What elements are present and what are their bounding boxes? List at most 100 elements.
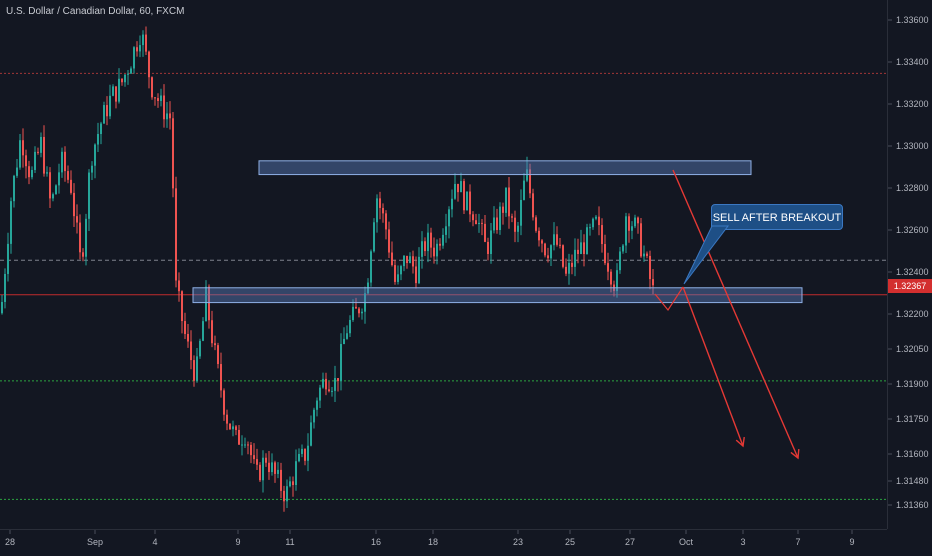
time-tick-label: 4 bbox=[152, 537, 157, 547]
candle-body bbox=[376, 198, 378, 223]
candle-body bbox=[55, 185, 57, 195]
candle-body bbox=[277, 469, 279, 474]
candle-body bbox=[7, 243, 9, 274]
candle-body bbox=[127, 73, 129, 75]
candle-body bbox=[64, 151, 66, 172]
candle-body bbox=[553, 234, 555, 246]
candle-body bbox=[451, 198, 453, 210]
candle-body bbox=[529, 169, 531, 194]
candle-body bbox=[205, 286, 207, 322]
candle-body bbox=[439, 243, 441, 246]
candle-body bbox=[403, 255, 405, 267]
time-axis[interactable]: 28 Sep 4 9 11 16 18 23 25 27 Oct 3 7 9 bbox=[0, 529, 887, 551]
candle-body bbox=[334, 378, 336, 391]
candle-body bbox=[292, 481, 294, 485]
candle-body bbox=[436, 243, 438, 257]
time-tick-label: 27 bbox=[625, 537, 635, 547]
candle-body bbox=[562, 245, 564, 267]
candle-body bbox=[196, 356, 198, 381]
candle-body bbox=[547, 255, 549, 259]
candle-body bbox=[445, 226, 447, 235]
candle-body bbox=[418, 256, 420, 284]
candle-body bbox=[214, 343, 216, 346]
candle-body bbox=[607, 263, 609, 272]
candle-body bbox=[583, 242, 585, 255]
price-axis-svg: 1.33600 1.33400 1.33200 1.33000 1.32800 1.326… bbox=[888, 15, 929, 510]
candle-body bbox=[22, 140, 24, 156]
time-tick-label: 3 bbox=[740, 537, 745, 547]
zones bbox=[192, 160, 803, 304]
candle-body bbox=[178, 280, 180, 292]
candle-body bbox=[556, 234, 558, 245]
candle-body bbox=[268, 462, 270, 473]
price-tick-label: 1.31360 bbox=[896, 500, 929, 510]
candle-body bbox=[589, 227, 591, 229]
candle-body bbox=[31, 169, 33, 178]
candle-body bbox=[181, 291, 183, 322]
candle-body bbox=[295, 461, 297, 485]
candle-body bbox=[331, 390, 333, 392]
candle-body bbox=[217, 345, 219, 365]
candle-body bbox=[469, 191, 471, 215]
time-tick-label: 11 bbox=[285, 537, 294, 547]
candle-body bbox=[619, 251, 621, 271]
candle-body bbox=[298, 453, 300, 462]
candle-body bbox=[643, 253, 645, 257]
candle-body bbox=[121, 78, 123, 83]
candle-body bbox=[652, 279, 654, 286]
sell-callout: SELL AFTER BREAKOUT bbox=[711, 204, 843, 230]
candle-body bbox=[169, 113, 171, 119]
candle-body bbox=[82, 252, 84, 257]
candle-body bbox=[256, 459, 258, 465]
time-tick-label: Oct bbox=[679, 537, 694, 547]
price-tick-label: 1.32400 bbox=[896, 267, 929, 277]
candle-body bbox=[190, 341, 192, 361]
candle-body bbox=[394, 265, 396, 282]
candle-body bbox=[427, 232, 429, 252]
candle-body bbox=[85, 218, 87, 257]
candle-body bbox=[235, 426, 237, 430]
candle-body bbox=[313, 409, 315, 423]
support-zone bbox=[192, 287, 803, 304]
candle-body bbox=[337, 378, 339, 381]
candle-body bbox=[133, 47, 135, 69]
candle-body bbox=[472, 214, 474, 221]
candle-body bbox=[88, 172, 90, 219]
candle-body bbox=[154, 97, 156, 99]
candle-body bbox=[466, 191, 468, 211]
candle-body bbox=[568, 262, 570, 274]
candle-body bbox=[157, 98, 159, 101]
candle-body bbox=[340, 343, 342, 381]
candle-body bbox=[625, 216, 627, 246]
price-tick-label: 1.32800 bbox=[896, 183, 929, 193]
candle-body bbox=[601, 225, 603, 245]
candle-body bbox=[130, 68, 132, 74]
candle-body bbox=[325, 378, 327, 390]
candle-body bbox=[514, 217, 516, 232]
candle-body bbox=[280, 469, 282, 491]
candle-body bbox=[91, 165, 93, 173]
candle-body bbox=[430, 232, 432, 248]
price-tick-label: 1.32050 bbox=[896, 344, 929, 354]
candle-body bbox=[346, 333, 348, 339]
candle-body bbox=[523, 180, 525, 200]
candle-body bbox=[28, 166, 30, 178]
candle-body bbox=[322, 378, 324, 388]
candle-body bbox=[289, 481, 291, 487]
symbol-title: U.S. Dollar / Canadian Dollar, 60, FXCM bbox=[6, 6, 185, 17]
candle-body bbox=[481, 222, 483, 224]
candle-body bbox=[511, 216, 513, 218]
candle-body bbox=[145, 34, 147, 52]
time-tick-label: 25 bbox=[565, 537, 575, 547]
candle-body bbox=[136, 47, 138, 52]
candle-body bbox=[40, 136, 42, 153]
candle-body bbox=[424, 241, 426, 252]
candle-body bbox=[4, 273, 6, 302]
candle-body bbox=[595, 216, 597, 219]
candle-body bbox=[574, 249, 576, 267]
projection-arrow-outer-head bbox=[790, 448, 800, 460]
candle-body bbox=[262, 457, 264, 481]
price-tick-label: 1.33000 bbox=[896, 141, 929, 151]
price-axis[interactable]: 1.33600 1.33400 1.33200 1.33000 1.32800 1.326… bbox=[887, 0, 932, 529]
